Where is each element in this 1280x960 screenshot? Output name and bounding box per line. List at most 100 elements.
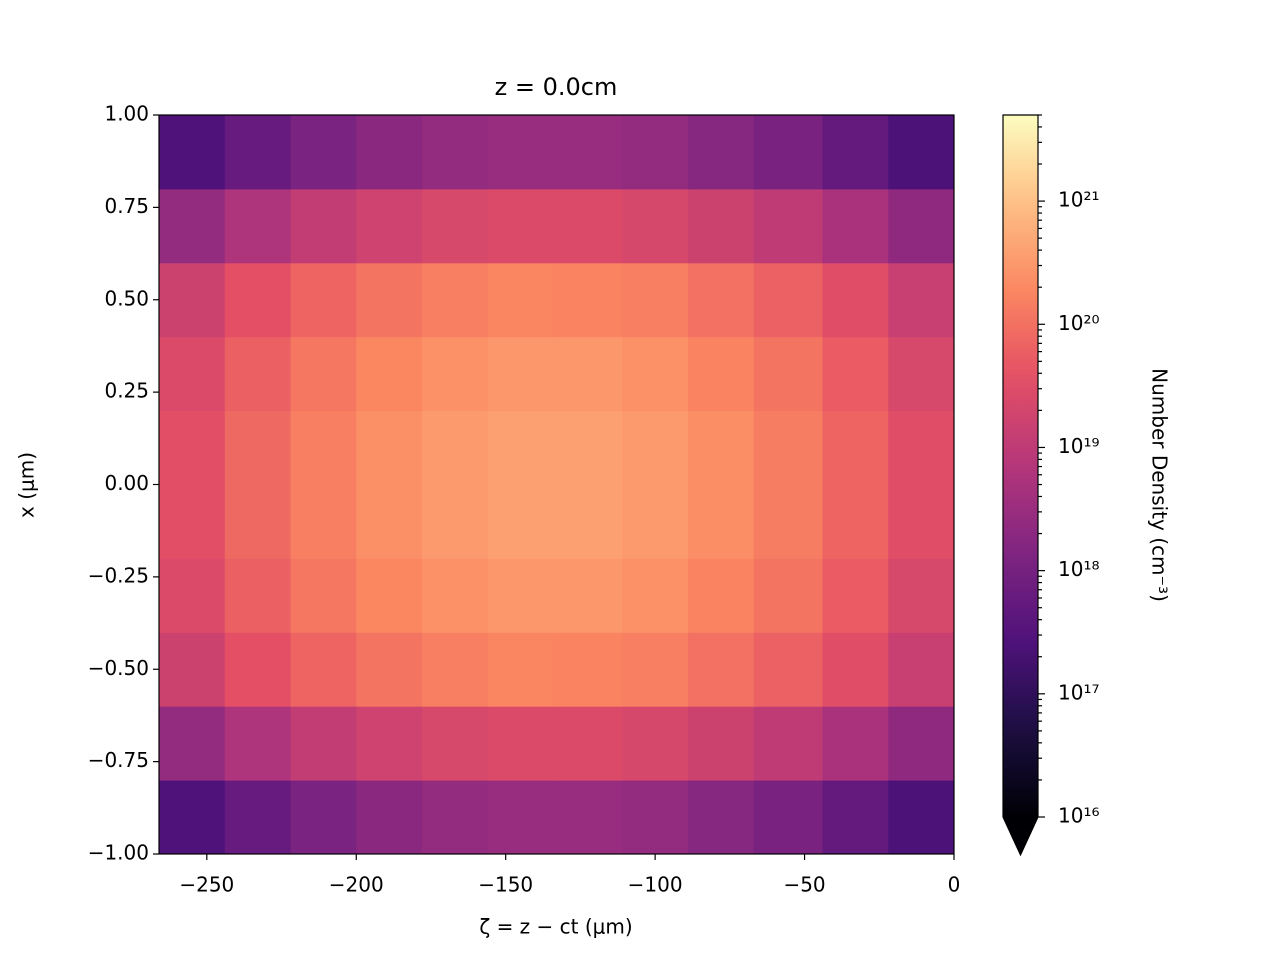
- heatmap-cell: [688, 632, 755, 707]
- x-tick-label: −100: [628, 873, 683, 897]
- heatmap-cell: [888, 188, 955, 264]
- y-tick-label: 0.25: [104, 379, 149, 403]
- heatmap-cell: [290, 262, 357, 338]
- heatmap-cell: [224, 336, 292, 412]
- heatmap-cell: [822, 632, 889, 707]
- y-tick-label: 1.00: [104, 102, 149, 126]
- colorbar-label: Number Density (cm⁻³): [1148, 368, 1172, 602]
- x-tick-label: −50: [783, 873, 825, 897]
- heatmap-cell: [159, 632, 226, 707]
- heatmap-cell: [224, 410, 292, 485]
- heatmap-cell: [622, 632, 689, 707]
- heatmap-cell: [422, 780, 489, 855]
- heatmap-cell: [753, 410, 823, 485]
- heatmap-cell: [487, 115, 555, 190]
- heatmap-cell: [159, 558, 226, 633]
- heatmap-cell: [422, 484, 489, 559]
- heatmap-cell: [290, 410, 357, 485]
- chart-title: z = 0.0cm: [495, 73, 618, 101]
- heatmap-cell: [688, 115, 755, 190]
- heatmap-cell: [487, 706, 555, 781]
- heatmap-cell: [422, 115, 489, 190]
- heatmap-cell: [290, 484, 357, 559]
- heatmap-cell: [888, 484, 955, 559]
- heatmap-cell: [888, 262, 955, 338]
- heatmap-cell: [822, 706, 889, 781]
- heatmap-cell: [159, 410, 226, 485]
- heatmap-cell: [688, 336, 755, 412]
- heatmap-cell: [356, 188, 423, 264]
- heatmap-cell: [487, 262, 555, 338]
- heatmap-cell: [159, 336, 226, 412]
- heatmap-cell: [224, 706, 292, 781]
- x-tick-label: −150: [478, 873, 533, 897]
- x-tick-label: 0: [948, 873, 961, 897]
- heatmap-cell: [422, 336, 489, 412]
- heatmap-cell: [688, 780, 755, 855]
- heatmap-cell: [224, 780, 292, 855]
- heatmap-cell: [688, 262, 755, 338]
- heatmap-cell: [159, 115, 226, 190]
- heatmap-cell: [753, 706, 823, 781]
- heatmap-cell: [622, 262, 689, 338]
- heatmap-cell: [888, 632, 955, 707]
- colorbar-tick-label: 10²⁰: [1058, 311, 1099, 335]
- y-tick-label: −1.00: [88, 841, 149, 865]
- heatmap-cell: [888, 558, 955, 633]
- colorbar-tick-label: 10²¹: [1058, 188, 1099, 212]
- heatmap-cell: [356, 558, 423, 633]
- heatmap-cell: [622, 780, 689, 855]
- heatmap-cell: [553, 188, 623, 264]
- heatmap-cell: [888, 706, 955, 781]
- heatmap-cell: [553, 558, 623, 633]
- heatmap-cell: [553, 262, 623, 338]
- heatmap-cell: [224, 484, 292, 559]
- y-tick-label: 0.50: [104, 286, 149, 310]
- heatmap-cell: [822, 115, 889, 190]
- heatmap-cell: [753, 115, 823, 190]
- heatmap-cell: [622, 115, 689, 190]
- heatmap-cell: [622, 336, 689, 412]
- heatmap-cell: [688, 706, 755, 781]
- heatmap-cell: [159, 780, 226, 855]
- heatmap-cell: [753, 262, 823, 338]
- heatmap-cell: [822, 188, 889, 264]
- x-tick-label: −250: [179, 873, 234, 897]
- heatmap-cell: [356, 410, 423, 485]
- heatmap-cell: [688, 410, 755, 485]
- heatmap-cell: [553, 632, 623, 707]
- heatmap-cell: [224, 558, 292, 633]
- heatmap-cell: [753, 780, 823, 855]
- y-axis-label: x (μm): [15, 452, 39, 518]
- heatmap-cell: [422, 188, 489, 264]
- heatmap-cell: [553, 115, 623, 190]
- heatmap-cell: [888, 780, 955, 855]
- colorbar-tick-label: 10¹⁶: [1058, 804, 1099, 828]
- heatmap-cell: [290, 188, 357, 264]
- heatmap-cell: [224, 188, 292, 264]
- heatmap-cell: [553, 410, 623, 485]
- heatmap-cell: [487, 632, 555, 707]
- heatmap-cell: [688, 558, 755, 633]
- heatmap-cell: [356, 115, 423, 190]
- heatmap-cell: [224, 632, 292, 707]
- heatmap-cell: [622, 484, 689, 559]
- heatmap-cell: [422, 558, 489, 633]
- heatmap-cell: [487, 336, 555, 412]
- heatmap-cell: [356, 262, 423, 338]
- heatmap-cell: [356, 336, 423, 412]
- y-tick-label: −0.50: [88, 656, 149, 680]
- heatmap-cell: [422, 706, 489, 781]
- heatmap-cell: [688, 188, 755, 264]
- x-tick-label: −200: [329, 873, 384, 897]
- heatmap-cell: [753, 336, 823, 412]
- heatmap-cell: [753, 632, 823, 707]
- heatmap-cell: [290, 115, 357, 190]
- heatmap-cell: [159, 188, 226, 264]
- heatmap-cell: [622, 188, 689, 264]
- heatmap-cell: [622, 558, 689, 633]
- colorbar-tick-label: 10¹⁷: [1058, 680, 1099, 704]
- heatmap-cell: [487, 484, 555, 559]
- heatmap-cell: [753, 188, 823, 264]
- heatmap-cell: [553, 484, 623, 559]
